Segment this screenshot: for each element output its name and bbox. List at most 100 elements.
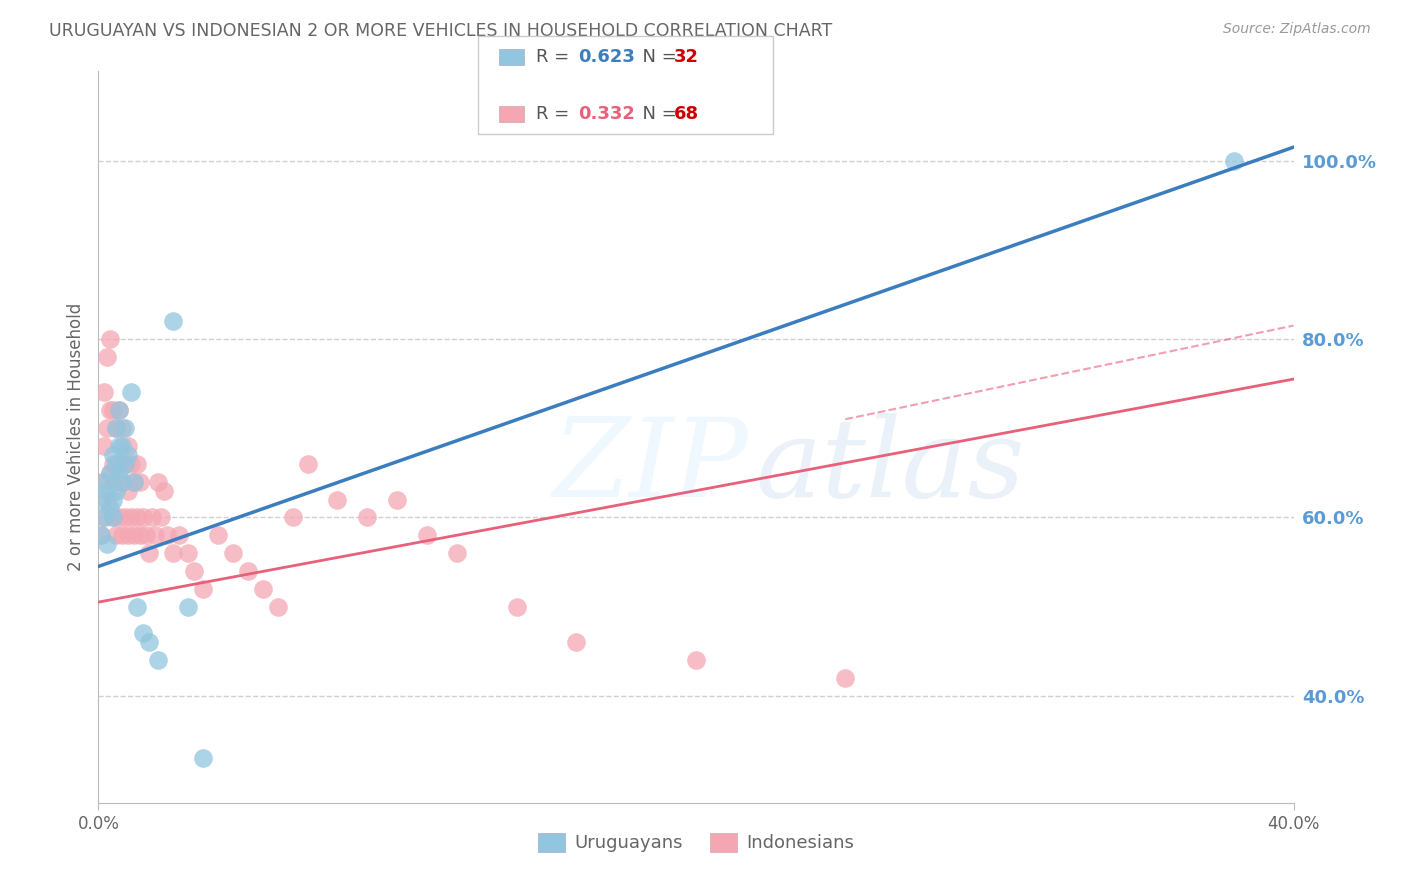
Point xyxy=(117,448,139,462)
Point xyxy=(132,626,155,640)
Point xyxy=(297,457,319,471)
Point xyxy=(506,599,529,614)
Point xyxy=(105,483,128,498)
Point xyxy=(93,510,115,524)
Point xyxy=(446,546,468,560)
Point xyxy=(162,546,184,560)
Point xyxy=(114,457,136,471)
Point xyxy=(177,546,200,560)
Point xyxy=(1223,153,1246,168)
Point xyxy=(105,475,128,489)
Point xyxy=(111,421,134,435)
Point xyxy=(138,546,160,560)
Point xyxy=(236,564,259,578)
Point xyxy=(117,528,139,542)
Text: URUGUAYAN VS INDONESIAN 2 OR MORE VEHICLES IN HOUSEHOLD CORRELATION CHART: URUGUAYAN VS INDONESIAN 2 OR MORE VEHICL… xyxy=(49,22,832,40)
Point xyxy=(111,475,134,489)
Point xyxy=(120,385,142,400)
Y-axis label: 2 or more Vehicles in Household: 2 or more Vehicles in Household xyxy=(66,303,84,571)
Text: N =: N = xyxy=(631,105,683,123)
Point xyxy=(135,528,157,542)
Point xyxy=(96,483,118,498)
Point xyxy=(148,475,170,489)
Text: R =: R = xyxy=(536,105,575,123)
Point xyxy=(114,510,136,524)
Text: 0.623: 0.623 xyxy=(578,48,634,66)
Point xyxy=(252,582,274,596)
Point xyxy=(103,448,125,462)
Point xyxy=(108,466,131,480)
Point xyxy=(103,403,125,417)
Point xyxy=(98,403,122,417)
Point xyxy=(141,510,163,524)
Point xyxy=(98,466,122,480)
Point xyxy=(105,528,128,542)
Point xyxy=(191,582,214,596)
Point xyxy=(207,528,229,542)
Point xyxy=(124,475,146,489)
Point xyxy=(98,466,122,480)
Point xyxy=(105,421,128,435)
Point xyxy=(103,510,125,524)
Text: 0.332: 0.332 xyxy=(578,105,634,123)
Point xyxy=(105,421,128,435)
Point xyxy=(103,510,125,524)
Point xyxy=(127,457,149,471)
Point xyxy=(93,385,115,400)
Point xyxy=(150,510,173,524)
Point xyxy=(177,599,200,614)
Point xyxy=(111,528,134,542)
Point xyxy=(93,439,115,453)
Point xyxy=(385,492,409,507)
Point xyxy=(153,483,176,498)
Text: N =: N = xyxy=(631,48,683,66)
Point xyxy=(96,537,118,551)
Point xyxy=(93,475,115,489)
Point xyxy=(105,457,128,471)
Point xyxy=(103,457,125,471)
Point xyxy=(98,501,122,516)
Point xyxy=(114,457,136,471)
Point xyxy=(191,751,214,765)
Point xyxy=(183,564,205,578)
Point xyxy=(90,528,112,542)
Point xyxy=(120,510,142,524)
Point xyxy=(120,457,142,471)
Point xyxy=(124,528,146,542)
Point xyxy=(98,332,122,346)
Point xyxy=(565,635,588,649)
Point xyxy=(222,546,245,560)
Point xyxy=(326,492,349,507)
Point xyxy=(93,510,115,524)
Point xyxy=(162,314,184,328)
Point xyxy=(132,510,155,524)
Point xyxy=(90,528,112,542)
Point xyxy=(111,439,134,453)
Text: Source: ZipAtlas.com: Source: ZipAtlas.com xyxy=(1223,22,1371,37)
Point xyxy=(127,599,149,614)
Point xyxy=(114,421,136,435)
Point xyxy=(138,635,160,649)
Point xyxy=(267,599,290,614)
Point xyxy=(167,528,190,542)
Point xyxy=(124,475,146,489)
Point xyxy=(685,653,707,667)
Point xyxy=(96,421,118,435)
Text: R =: R = xyxy=(536,48,575,66)
Point xyxy=(111,475,134,489)
Point xyxy=(416,528,439,542)
Legend: Uruguayans, Indonesians: Uruguayans, Indonesians xyxy=(531,826,860,860)
Point xyxy=(148,653,170,667)
Text: ZIP: ZIP xyxy=(553,413,748,520)
Point xyxy=(90,475,112,489)
Point xyxy=(834,671,856,685)
Point xyxy=(129,528,152,542)
Point xyxy=(90,492,112,507)
Text: atlas: atlas xyxy=(756,413,1025,520)
Point xyxy=(281,510,304,524)
Point xyxy=(96,492,118,507)
Point xyxy=(108,457,131,471)
Point xyxy=(156,528,179,542)
Point xyxy=(108,439,131,453)
Point xyxy=(129,475,152,489)
